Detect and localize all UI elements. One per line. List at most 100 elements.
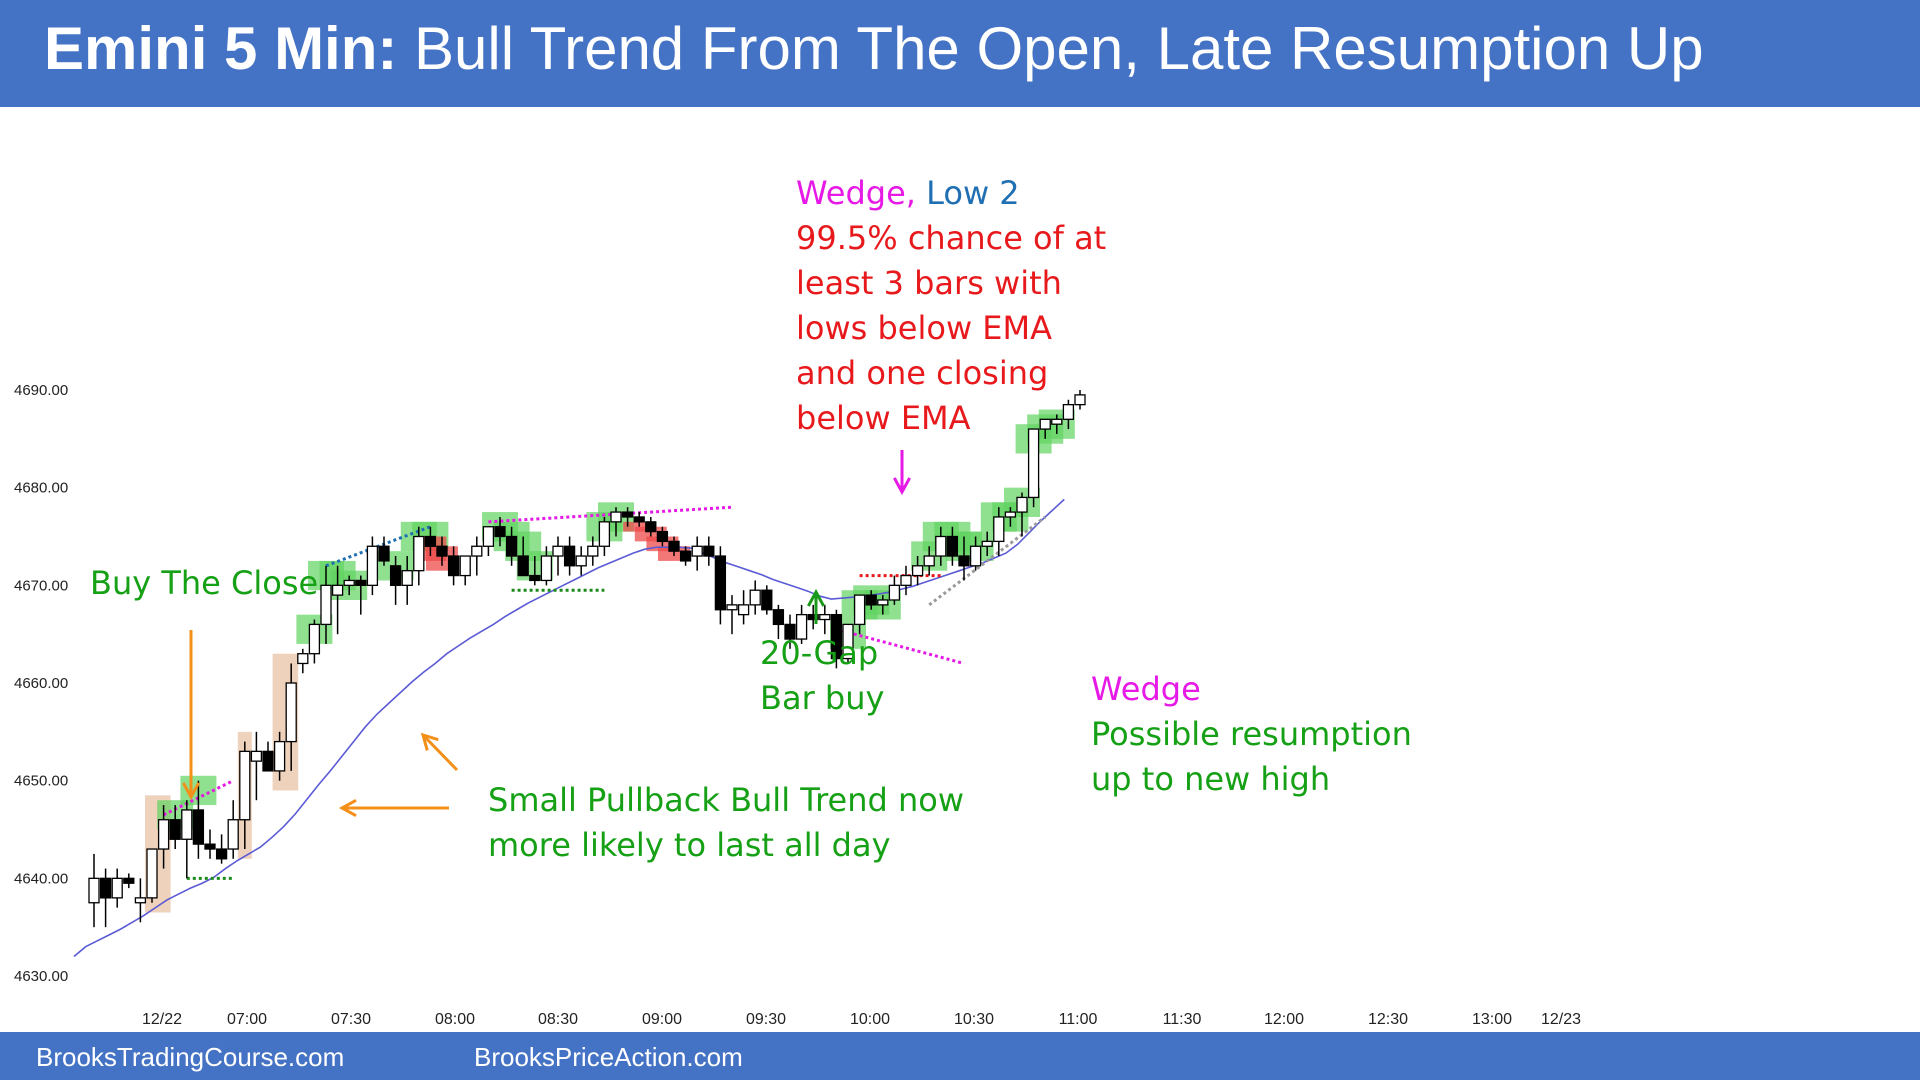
candle-body — [378, 545, 390, 562]
candle-body — [877, 599, 889, 606]
pullback-arrow — [421, 733, 459, 772]
candle-body — [297, 653, 309, 665]
candle-body — [123, 877, 135, 884]
annotation-arrows — [182, 450, 911, 817]
wedge-trendline — [488, 505, 733, 524]
candle-body — [807, 613, 819, 621]
candle-body — [645, 521, 657, 533]
wedge-low2-label: Wedge, Low 2 — [796, 171, 1020, 216]
title-bold: Emini 5 Min: — [44, 15, 398, 82]
x-tick-label: 10:30 — [954, 1011, 994, 1028]
candle-body — [900, 574, 912, 586]
candle-body — [587, 545, 599, 557]
x-tick-label: 08:30 — [538, 1011, 578, 1028]
candle-body — [134, 897, 147, 904]
candle-body — [795, 613, 808, 640]
candle-body — [679, 550, 692, 562]
candle-body — [529, 574, 541, 582]
candle-body — [413, 535, 425, 572]
candle-body — [749, 589, 761, 606]
buy-close-arrow-head — [182, 782, 200, 801]
wedge-low-label: Wedge — [1091, 670, 1201, 708]
low2-arrow-head — [893, 477, 911, 496]
pullback-arrow-head — [420, 732, 439, 751]
probability-note: 99.5% chance of at least 3 bars with low… — [796, 216, 1106, 441]
y-tick-label: 4690.00 — [14, 382, 68, 399]
buy-the-close-label: Buy The Close — [90, 564, 319, 602]
channel-trendline — [325, 525, 431, 568]
candle-body — [111, 877, 123, 899]
candle-body — [656, 530, 669, 543]
candle-body — [540, 555, 553, 582]
trendlines — [162, 505, 1047, 880]
candle-body — [471, 545, 483, 557]
candle-body — [865, 594, 877, 606]
candle-body — [1016, 496, 1028, 513]
x-tick-label: 13:00 — [1472, 1011, 1512, 1028]
candle-body — [1062, 403, 1075, 420]
x-axis-labels: 12/22 07:00 07:30 08:00 08:30 09:00 09:30 10:00… — [142, 1011, 1581, 1028]
candle-body — [737, 604, 750, 616]
candle-body — [993, 516, 1005, 543]
small-pullback-note: Small Pullback Bull Trend now more likel… — [488, 778, 964, 868]
probability-line: 99.5% chance of at — [796, 219, 1107, 257]
candle-body — [204, 843, 216, 850]
candle-body — [227, 819, 239, 850]
candle-body — [215, 848, 228, 860]
candle-body — [320, 584, 332, 626]
price-chart: 4630.00 4640.00 4650.00 4660.00 4670.00 4680.… — [14, 382, 1581, 1028]
candle-body — [853, 594, 866, 626]
candle-body — [761, 589, 773, 611]
x-tick-label: 12/22 — [142, 1011, 182, 1028]
small-pullback-line: Small Pullback Bull Trend now — [488, 781, 965, 819]
wedge-trendline — [836, 627, 965, 665]
resumption-note: Possible resumption up to new high — [1091, 712, 1412, 802]
candle-body — [830, 613, 843, 660]
resumption-line: Possible resumption — [1091, 715, 1412, 753]
candle-body — [157, 819, 170, 850]
candle-body — [633, 516, 645, 523]
candle-body — [563, 545, 576, 567]
footer-site-left[interactable]: BrooksTradingCourse.com — [36, 1042, 345, 1072]
candle-body — [842, 623, 854, 660]
candle-body — [1039, 418, 1051, 430]
candle-body — [935, 535, 947, 557]
gap-bar-line: Bar buy — [760, 679, 885, 717]
x-tick-label: 09:30 — [746, 1011, 786, 1028]
candle-body — [343, 579, 355, 586]
resumption-line: up to new high — [1091, 760, 1331, 798]
x-tick-label: 12:30 — [1368, 1011, 1408, 1028]
candle-body — [285, 682, 297, 743]
y-tick-label: 4680.00 — [14, 480, 68, 497]
candle-body — [819, 613, 831, 621]
candle-body — [772, 609, 785, 626]
candle-body — [911, 565, 924, 577]
footer-site-right[interactable]: BrooksPriceAction.com — [474, 1042, 743, 1072]
candle-body — [181, 809, 193, 840]
x-tick-label: 11:30 — [1163, 1011, 1202, 1028]
x-tick-label: 10:00 — [850, 1011, 890, 1028]
candle-body — [726, 604, 738, 611]
x-tick-label: 08:00 — [435, 1011, 475, 1028]
candle-body — [308, 623, 321, 655]
wedge-label: Wedge, — [796, 174, 916, 212]
candle-body — [482, 526, 495, 547]
candle-body — [1074, 394, 1086, 406]
title-rest: Bull Trend From The Open, Late Resumptio… — [397, 15, 1704, 82]
candle-body — [552, 545, 564, 557]
y-tick-label: 4640.00 — [14, 870, 68, 887]
candle-body — [703, 545, 715, 557]
candle-body — [958, 555, 970, 567]
gap-bar-line: 20-Gap — [760, 634, 879, 672]
candle-body — [273, 740, 286, 772]
x-tick-label: 12:00 — [1264, 1011, 1304, 1028]
y-axis-labels: 4630.00 4640.00 4650.00 4660.00 4670.00 4680.… — [14, 382, 68, 985]
y-tick-label: 4650.00 — [14, 773, 68, 790]
candle-body — [192, 809, 205, 845]
candle-body — [331, 584, 344, 596]
candle-body — [459, 555, 471, 577]
probability-line: lows below EMA — [796, 309, 1053, 347]
candle-body — [691, 545, 703, 557]
candle-body — [1027, 428, 1040, 499]
page-title: Emini 5 Min: Bull Trend From The Open, L… — [44, 14, 1704, 83]
